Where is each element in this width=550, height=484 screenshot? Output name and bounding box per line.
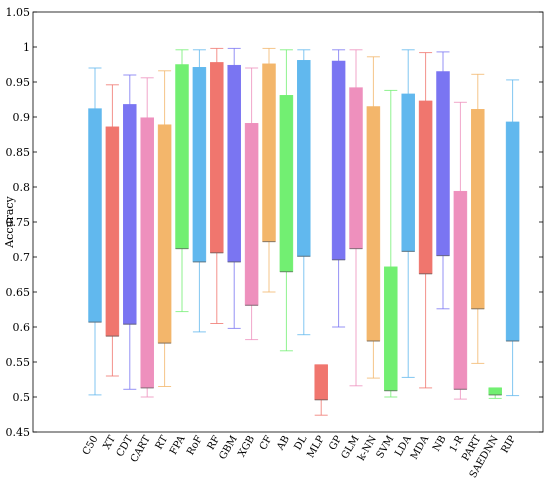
box-k-nn [366, 56, 381, 379]
plot-area [88, 47, 520, 416]
box-body [349, 87, 363, 249]
category-label: XGB [236, 434, 257, 459]
box-rf [210, 47, 224, 324]
box-glm [349, 49, 363, 387]
box-body [401, 93, 415, 252]
box-cart [140, 77, 154, 398]
y-tick-label: 0.55 [6, 356, 31, 369]
box-xgb [244, 67, 259, 341]
y-tick-label: 0.75 [6, 216, 31, 229]
box-body [262, 63, 276, 242]
box-mda [418, 52, 433, 389]
box-body [331, 60, 346, 261]
category-label: SVM [375, 434, 397, 461]
box-body [227, 64, 241, 263]
box-body [384, 266, 398, 391]
box-cf [262, 47, 276, 293]
category-label: MDA [409, 433, 432, 461]
category-label: AB [275, 434, 292, 453]
y-axis-ticks: 0.45 0.5 0.55 0.6 0.65 0.7 0.75 0.8 0.85 0.9 0.95 1… [6, 6, 543, 439]
category-label: GP [327, 434, 344, 452]
y-tick-label: 0.85 [6, 146, 31, 159]
box-gp [331, 49, 346, 328]
box-body [88, 108, 102, 323]
y-tick-label: 0.6 [13, 321, 31, 334]
box-cdt [123, 74, 137, 390]
box-body [505, 121, 520, 342]
box-saednn [488, 387, 502, 399]
y-tick-label: 0.9 [13, 111, 31, 124]
y-tick-label: 1 [23, 41, 30, 54]
box-svm [384, 89, 398, 398]
box-dl [297, 49, 311, 336]
category-label: MLP [305, 434, 326, 460]
box-nb [436, 51, 450, 310]
box-body [436, 71, 450, 256]
y-tick-label: 0.8 [13, 181, 31, 194]
box-lda [401, 49, 415, 378]
y-tick-label: 1.05 [6, 6, 31, 19]
category-label: k-NN [356, 434, 379, 463]
category-label: DL [293, 434, 310, 453]
category-label: GBM [217, 434, 239, 462]
box-body [279, 95, 294, 272]
box-body [210, 62, 224, 254]
box-body [314, 364, 328, 401]
y-tick-label: 0.7 [13, 251, 31, 264]
category-label: RT [154, 434, 171, 452]
box-rt [157, 70, 172, 387]
box-body [192, 67, 207, 263]
box-c50 [88, 67, 102, 396]
box-rip [505, 79, 520, 397]
y-axis-title: Accuracy [3, 195, 16, 248]
box-body [471, 109, 485, 310]
box-1-r [453, 101, 468, 400]
category-label: CF [258, 434, 275, 452]
category-label: C50 [81, 434, 101, 457]
box-fpa [175, 49, 189, 313]
box-body [140, 117, 154, 389]
box-body [105, 126, 120, 337]
box-body [244, 123, 259, 306]
category-label: RF [206, 434, 223, 452]
box-body [297, 60, 311, 257]
y-tick-label: 0.5 [13, 391, 31, 404]
box-body [453, 190, 468, 390]
box-body [123, 104, 137, 325]
box-body [418, 100, 433, 275]
box-rof [192, 49, 207, 333]
box-body [488, 387, 502, 396]
y-tick-label: 0.95 [6, 76, 31, 89]
category-label: NB [431, 434, 449, 453]
box-body [366, 106, 381, 342]
category-label: FPA [168, 433, 188, 456]
box-mlp [314, 364, 328, 416]
y-tick-label: 0.65 [6, 286, 31, 299]
box-part [471, 73, 485, 364]
category-label: RoF [185, 434, 205, 457]
box-gbm [227, 47, 241, 329]
y-tick-label: 0.45 [6, 426, 31, 439]
box-xt [105, 84, 120, 377]
category-label: RIP [500, 434, 519, 456]
category-label: XT [102, 434, 119, 452]
box-body [157, 124, 172, 344]
box-ab [279, 49, 294, 352]
box-body [175, 64, 189, 249]
